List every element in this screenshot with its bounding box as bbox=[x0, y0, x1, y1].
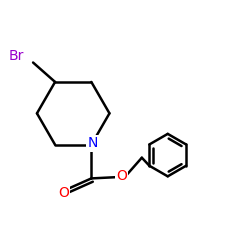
Text: N: N bbox=[88, 136, 98, 150]
Text: O: O bbox=[116, 169, 127, 183]
Text: Br: Br bbox=[8, 49, 24, 63]
Text: O: O bbox=[58, 186, 69, 200]
